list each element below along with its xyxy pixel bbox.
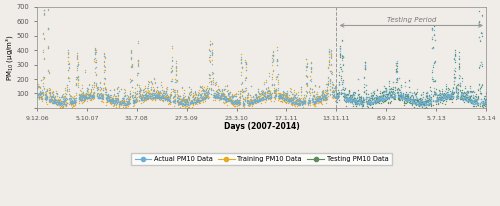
Legend: Actual PM10 Data, Training PM10 Data, Testing PM10 Data: Actual PM10 Data, Training PM10 Data, Te… bbox=[131, 153, 392, 165]
Y-axis label: PM$_{10}$ (μg/m³): PM$_{10}$ (μg/m³) bbox=[4, 34, 15, 81]
Text: Testing Period: Testing Period bbox=[386, 16, 436, 23]
X-axis label: Days (2007-2014): Days (2007-2014) bbox=[224, 122, 300, 131]
